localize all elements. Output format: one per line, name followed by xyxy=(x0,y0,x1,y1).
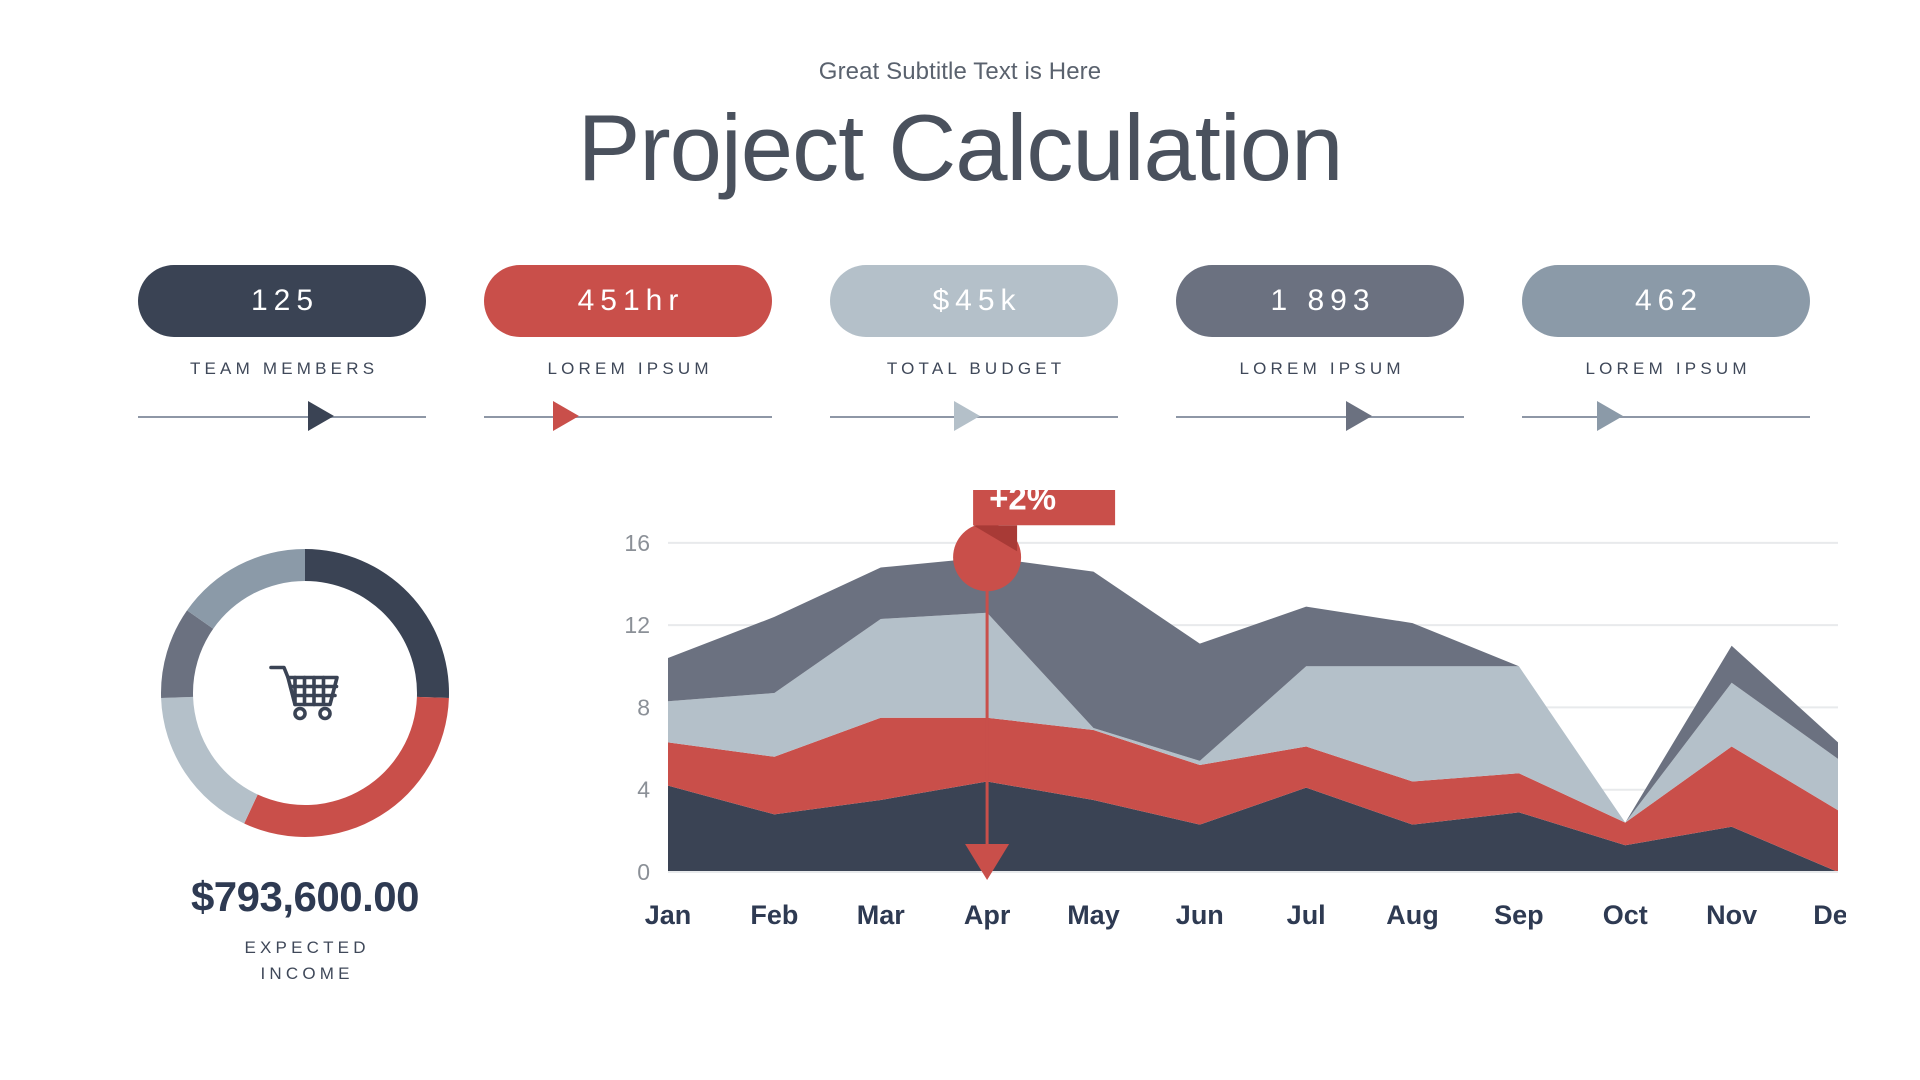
kpi-progress-line-1 xyxy=(138,416,426,418)
y-axis-tick-8: 8 xyxy=(637,694,650,720)
kpi-label-4: LOREM IPSUM xyxy=(1239,359,1405,378)
kpi-card-1[interactable]: 125 TEAM MEMBERS xyxy=(138,265,426,431)
kpi-progress-arrow-icon-2 xyxy=(553,401,580,431)
kpi-progress-arrow-icon-1 xyxy=(307,401,334,431)
kpi-progress-line-5 xyxy=(1522,416,1810,418)
y-axis-tick-0: 0 xyxy=(637,859,650,885)
segment-navy[interactable] xyxy=(305,549,450,699)
kpi-label-1: TEAM MEMBERS xyxy=(189,359,379,378)
x-axis-tick-mar: Mar xyxy=(857,900,906,930)
income-label-line2: INCOME xyxy=(260,963,354,983)
x-axis-tick-feb: Feb xyxy=(750,900,798,930)
x-axis-tick-sep: Sep xyxy=(1494,900,1544,930)
annotation-badge-fold xyxy=(973,525,1018,552)
kpi-label-2: LOREM IPSUM xyxy=(547,359,713,378)
x-axis-tick-jul: Jul xyxy=(1287,900,1326,930)
shopping-cart-icon xyxy=(268,660,342,727)
kpi-progress-line-2 xyxy=(484,416,772,418)
series-light[interactable] xyxy=(668,612,1838,823)
expected-income-value: $793,600.00 xyxy=(190,873,420,920)
segment-slate[interactable] xyxy=(161,610,214,699)
kpi-progress-track-3 xyxy=(830,401,1118,431)
kpi-pill-value-4[interactable]: 1 893 xyxy=(1176,265,1464,337)
y-axis-tick-16: 16 xyxy=(624,530,650,556)
page-header: Great Subtitle Text is Here Project Calc… xyxy=(0,58,1920,196)
page-subtitle: Great Subtitle Text is Here xyxy=(818,58,1102,85)
income-label-line1: EXPECTED xyxy=(244,938,370,957)
donut-svg xyxy=(161,549,450,837)
x-axis-tick-dec: Dec xyxy=(1813,900,1846,930)
area-chart-svg: 0 4 8 12 16 Jan Feb Mar Apr May Jun Jul Aug Sep Oct Nov… xyxy=(624,490,1846,930)
x-axis-tick-may: May xyxy=(1067,900,1120,930)
kpi-card-3[interactable]: $45k TOTAL BUDGET xyxy=(830,265,1118,431)
donut-chart[interactable] xyxy=(157,545,453,841)
y-axis-tick-12: 12 xyxy=(624,612,650,638)
segment-bluegray[interactable] xyxy=(187,549,305,629)
kpi-pill-value-3[interactable]: $45k xyxy=(830,265,1118,337)
kpi-progress-track-1 xyxy=(138,401,426,431)
segment-red[interactable] xyxy=(244,696,449,837)
kpi-progress-track-2 xyxy=(484,401,772,431)
kpi-progress-arrow-icon-3 xyxy=(953,401,980,431)
kpi-progress-arrow-icon-5 xyxy=(1596,401,1623,431)
monthly-area-chart[interactable]: 0 4 8 12 16 Jan Feb Mar Apr May Jun Jul Aug Sep Oct Nov… xyxy=(596,490,1846,990)
annotation-badge[interactable] xyxy=(973,490,1116,526)
kpi-pill-value-5[interactable]: 462 xyxy=(1522,265,1810,337)
kpi-card-4[interactable]: 1 893 LOREM IPSUM xyxy=(1176,265,1464,431)
series-navy[interactable] xyxy=(668,781,1838,872)
series-slate[interactable] xyxy=(668,557,1838,823)
kpi-card-2[interactable]: 451hr LOREM IPSUM xyxy=(484,265,772,431)
x-axis-tick-aug: Aug xyxy=(1386,900,1438,930)
kpi-progress-track-5 xyxy=(1522,401,1810,431)
x-axis-tick-jun: Jun xyxy=(1176,900,1224,930)
kpi-row: 125 TEAM MEMBERS 451hr LOREM IPSUM $45k TOTAL… xyxy=(138,265,1810,431)
x-axis-tick-oct: Oct xyxy=(1603,900,1648,930)
x-axis-tick-apr: Apr xyxy=(964,900,1011,930)
segment-light[interactable] xyxy=(161,696,258,824)
expected-income-panel: $793,600.00 EXPECTED INCOME xyxy=(145,545,465,986)
kpi-pill-value-2[interactable]: 451hr xyxy=(484,265,772,337)
kpi-label-5: LOREM IPSUM xyxy=(1585,359,1751,378)
x-axis-tick-nov: Nov xyxy=(1706,900,1757,930)
kpi-progress-arrow-icon-4 xyxy=(1345,401,1372,431)
annotation-badge-label: +2% xyxy=(989,490,1056,516)
series-red[interactable] xyxy=(668,717,1838,872)
x-axis-tick-jan: Jan xyxy=(645,900,692,930)
page-title: Project Calculation xyxy=(577,95,1344,200)
kpi-progress-line-4 xyxy=(1176,416,1464,418)
kpi-card-5[interactable]: 462 LOREM IPSUM xyxy=(1522,265,1810,431)
kpi-label-3: TOTAL BUDGET xyxy=(886,359,1066,378)
kpi-pill-value-1[interactable]: 125 xyxy=(138,265,426,337)
kpi-progress-track-4 xyxy=(1176,401,1464,431)
expected-income-label: EXPECTED INCOME xyxy=(145,935,465,986)
y-axis-tick-4: 4 xyxy=(637,777,650,803)
annotation-down-arrow-icon xyxy=(965,844,1010,880)
